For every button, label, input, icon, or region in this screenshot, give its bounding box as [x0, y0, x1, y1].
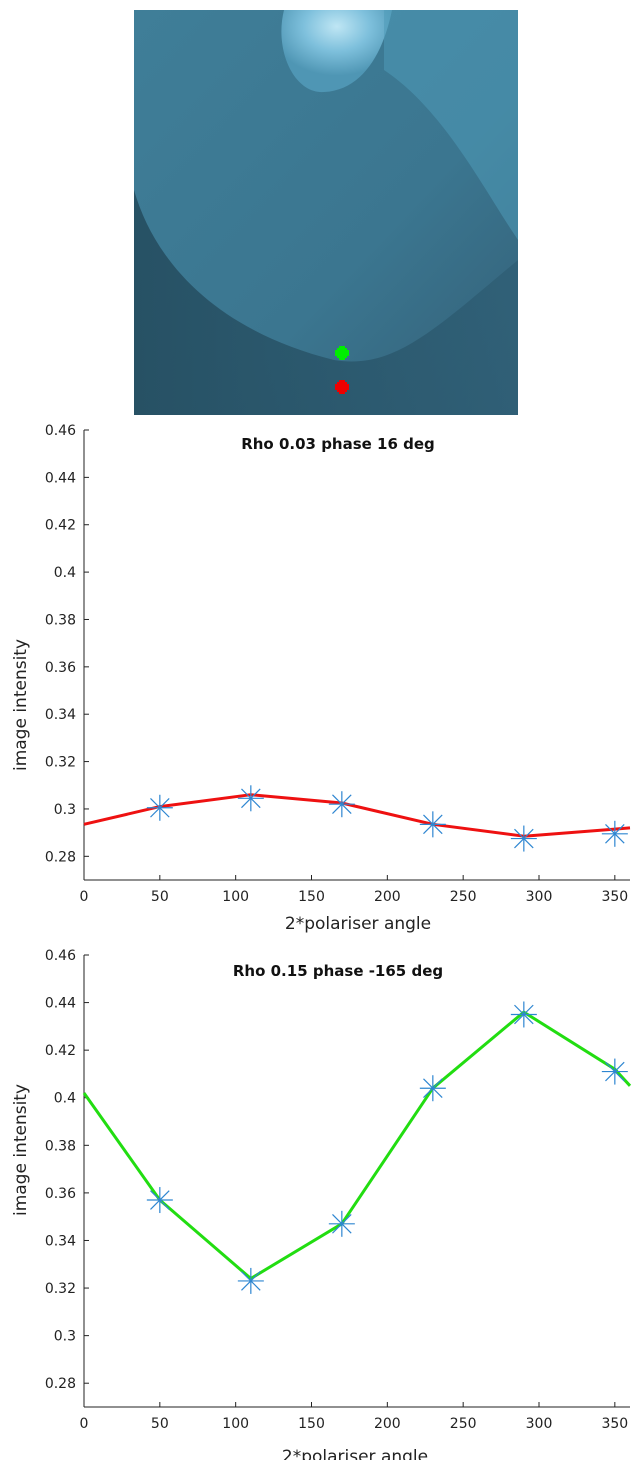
chart-1-xtick-label: 100	[222, 889, 249, 905]
chart-2-data-point	[237, 1267, 264, 1294]
chart-1-xtick-label: 300	[526, 889, 553, 905]
chart-2-ytick-label: 0.44	[45, 996, 76, 1012]
chart-1-xtick-label: 150	[298, 889, 325, 905]
photo-bright-region	[281, 10, 392, 93]
chart-1-ylabel: image intensity	[11, 639, 31, 771]
chart-2-xtick-label: 200	[374, 1416, 401, 1432]
sample-photo	[134, 10, 518, 415]
chart-2-ytick-label: 0.3	[54, 1329, 76, 1345]
chart-1-data-point	[419, 811, 446, 838]
chart-1-xtick-label: 250	[450, 889, 477, 905]
chart-2-ytick-label: 0.42	[45, 1043, 76, 1059]
chart-2-data-point	[419, 1075, 446, 1102]
photo-shadow-region	[134, 190, 518, 415]
chart-1-ytick-label: 0.3	[54, 802, 76, 818]
chart-1-xlabel: 2*polariser angle	[285, 914, 431, 934]
chart-2-plot: Rho 0.15 phase -165 deg 2*polariser angl…	[11, 948, 632, 1460]
chart-2-data-point	[510, 1001, 537, 1028]
chart-2-fit-line	[82, 1010, 632, 1280]
chart-2-xtick-label: 150	[298, 1416, 325, 1432]
chart-1-fit-line	[83, 793, 631, 838]
chart-1-ytick-label: 0.46	[45, 423, 76, 439]
chart-2-ytick-label: 0.28	[45, 1376, 76, 1392]
chart-2-xtick-label: 50	[151, 1416, 169, 1432]
chart-1-ytick-label: 0.38	[45, 612, 76, 628]
chart-1-ytick-label: 0.36	[45, 660, 76, 676]
chart-2-xlabel: 2*polariser angle	[282, 1447, 428, 1460]
chart-2-ytick-label: 0.4	[54, 1091, 76, 1107]
chart-2-data-point	[146, 1187, 173, 1214]
chart-2-data-point	[601, 1058, 628, 1085]
chart-1-data-point	[601, 820, 628, 847]
chart-1-xtick-label: 350	[601, 889, 628, 905]
green-point-marker	[335, 346, 349, 360]
chart-2-xtick-label: 350	[601, 1416, 628, 1432]
chart-2-title: Rho 0.15 phase -165 deg	[233, 962, 443, 980]
chart-1-data-point	[510, 825, 537, 852]
chart-1-ytick-label: 0.44	[45, 470, 76, 486]
chart-1-ytick-label: 0.32	[45, 755, 76, 771]
chart-1-xtick-label: 0	[80, 889, 89, 905]
chart-1-ytick-label: 0.4	[54, 565, 76, 581]
chart-2-ytick-label: 0.32	[45, 1281, 76, 1297]
chart-1-xtick-label: 200	[374, 889, 401, 905]
chart-2-ytick-label: 0.46	[45, 948, 76, 964]
chart-1-ytick-label: 0.28	[45, 849, 76, 865]
chart-1-data-point	[237, 785, 264, 812]
chart-1-title: Rho 0.03 phase 16 deg	[241, 435, 435, 453]
chart-1-ytick-label: 0.34	[45, 707, 76, 723]
chart-2-xtick-label: 100	[222, 1416, 249, 1432]
red-point-marker	[335, 380, 349, 394]
photo-right-highlight	[384, 10, 518, 240]
chart-2-ylabel: image intensity	[11, 1084, 31, 1216]
chart-1-ytick-label: 0.42	[45, 518, 76, 534]
chart-2-xtick-label: 300	[526, 1416, 553, 1432]
chart-1-plot: Rho 0.03 phase 16 deg 2*polariser angle …	[11, 423, 631, 934]
chart-1-data-point	[146, 794, 173, 821]
chart-2-data-point	[328, 1210, 355, 1237]
chart-1-xtick-label: 50	[151, 889, 169, 905]
chart-2-ytick-label: 0.38	[45, 1138, 76, 1154]
chart-2-ytick-label: 0.36	[45, 1186, 76, 1202]
chart-2-ytick-label: 0.34	[45, 1233, 76, 1249]
chart-2-xtick-label: 0	[80, 1416, 89, 1432]
chart-2-xtick-label: 250	[450, 1416, 477, 1432]
chart-1-data-point	[328, 791, 355, 818]
